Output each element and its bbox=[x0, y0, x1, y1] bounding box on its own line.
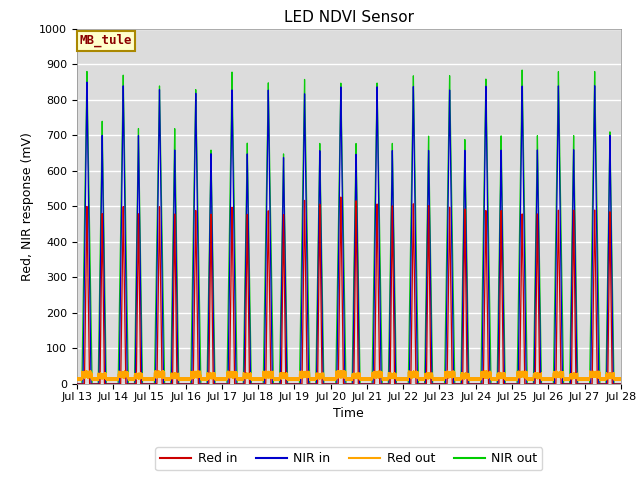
X-axis label: Time: Time bbox=[333, 407, 364, 420]
Y-axis label: Red, NIR response (mV): Red, NIR response (mV) bbox=[20, 132, 33, 281]
Legend: Red in, NIR in, Red out, NIR out: Red in, NIR in, Red out, NIR out bbox=[155, 447, 543, 470]
Title: LED NDVI Sensor: LED NDVI Sensor bbox=[284, 10, 414, 25]
Text: MB_tule: MB_tule bbox=[80, 34, 132, 48]
